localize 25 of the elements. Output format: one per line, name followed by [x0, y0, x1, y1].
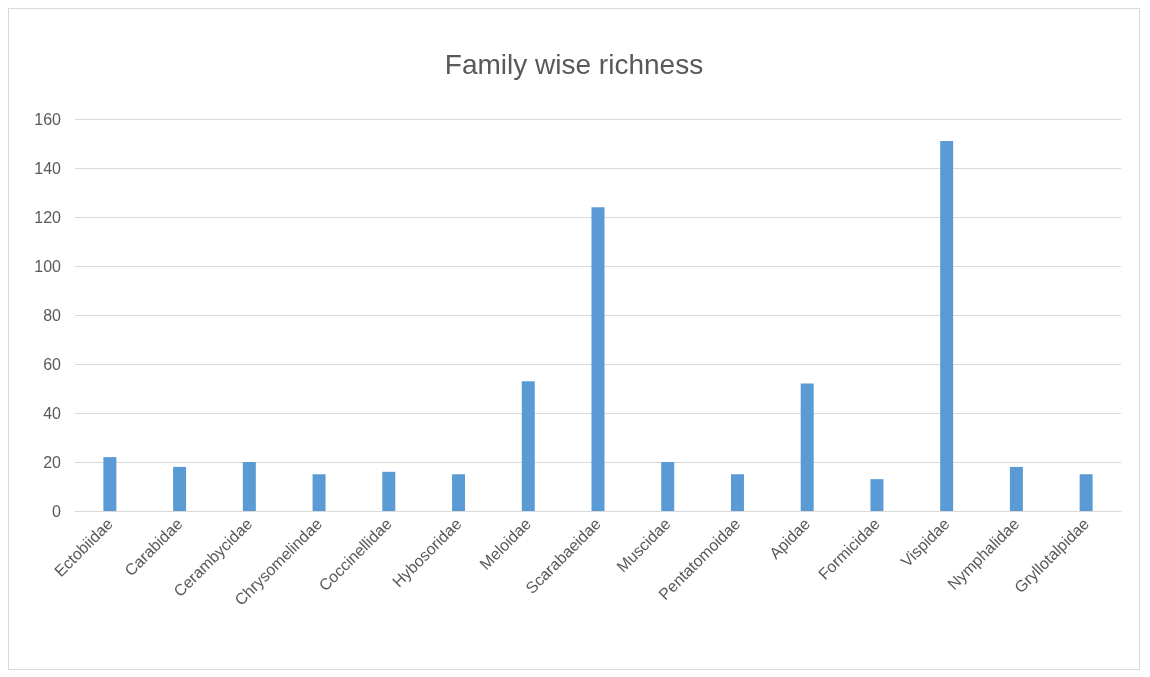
bar [591, 207, 605, 511]
bar [800, 383, 814, 511]
y-tick-label: 40 [43, 404, 62, 422]
y-tick-label: 140 [34, 159, 62, 177]
bar [173, 466, 187, 511]
bar [521, 381, 535, 511]
bar [870, 479, 884, 511]
y-tick-label: 60 [43, 355, 62, 373]
bar [940, 141, 954, 511]
bar [312, 474, 326, 511]
bar [1079, 474, 1093, 511]
bar [661, 462, 675, 511]
bar [103, 457, 117, 511]
bar [1009, 466, 1023, 511]
bar [382, 471, 396, 511]
y-tick-label: 120 [34, 208, 62, 226]
bar [730, 474, 744, 511]
chart-title: Family wise richness [444, 48, 704, 80]
y-tick-label: 100 [34, 257, 62, 275]
y-tick-label: 160 [34, 110, 62, 128]
y-tick-label: 0 [52, 502, 62, 520]
y-tick-label: 20 [43, 453, 62, 471]
bar [242, 462, 256, 511]
bar [452, 474, 466, 511]
y-tick-label: 80 [43, 306, 62, 324]
